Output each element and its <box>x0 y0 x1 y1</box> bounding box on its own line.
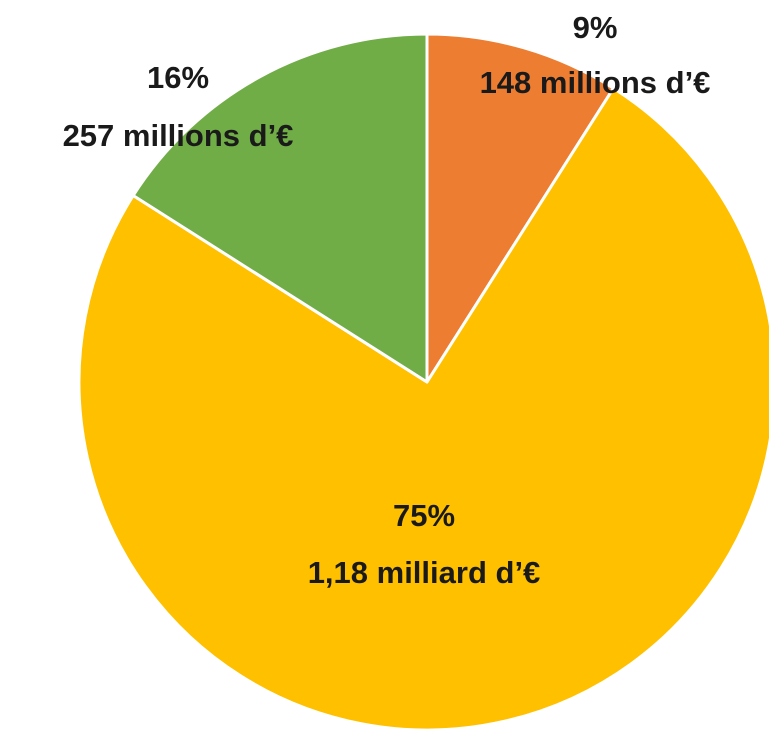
amount-label: 1,18 milliard d’€ <box>308 555 541 590</box>
pie-slice <box>77 86 769 732</box>
pie-slice <box>131 32 429 384</box>
percent-label: 9% <box>573 10 618 45</box>
amount-label: 257 millions d’€ <box>63 118 294 153</box>
percent-label: 16% <box>147 60 209 95</box>
amount-label: 148 millions d’€ <box>480 65 711 100</box>
percent-label: 75% <box>393 498 455 533</box>
pie-slice <box>425 32 615 384</box>
